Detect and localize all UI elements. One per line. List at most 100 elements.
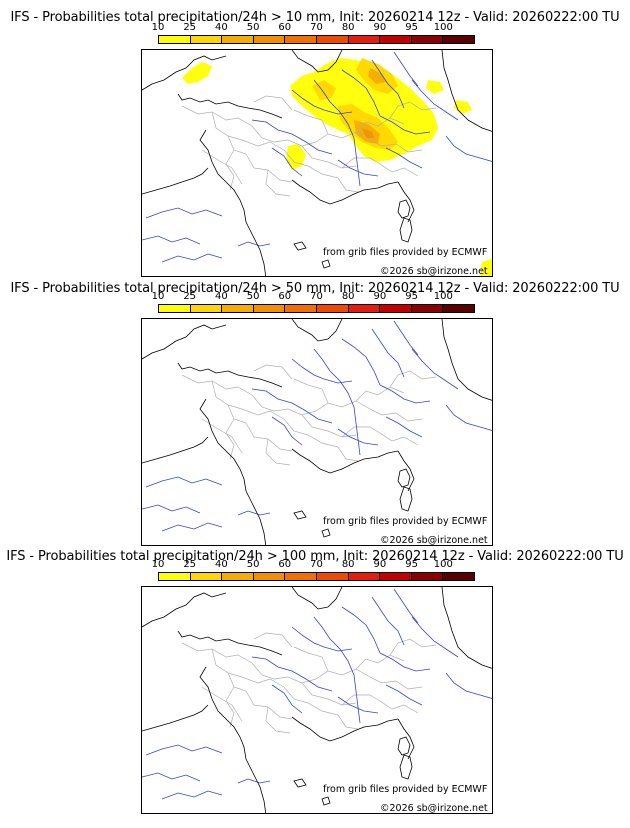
- coastline: [142, 167, 209, 195]
- admin-border: [251, 394, 317, 416]
- precip-probability-area: [286, 144, 306, 170]
- coastline: [397, 199, 411, 219]
- coastline: [291, 448, 399, 474]
- coastline: [291, 50, 343, 73]
- admin-border: [227, 672, 285, 688]
- colorbar-tick-label: 90: [373, 22, 387, 33]
- coastline: [291, 587, 343, 610]
- river-line: [271, 416, 303, 446]
- river-line: [337, 428, 379, 446]
- coastline: [441, 50, 492, 132]
- admin-border: [293, 378, 329, 404]
- admin-border: [369, 676, 423, 690]
- colorbar-segment: [443, 36, 474, 43]
- river-line: [411, 79, 459, 121]
- admin-border: [341, 694, 381, 706]
- colorbar-tick-label: 80: [341, 291, 355, 302]
- colorbar-segment: [253, 305, 286, 312]
- admin-border: [201, 686, 243, 722]
- admin-border: [341, 157, 381, 169]
- colorbar-segment: [316, 573, 349, 580]
- coastline: [142, 55, 227, 91]
- river-line: [337, 159, 379, 177]
- admin-border: [337, 446, 359, 462]
- river-line: [145, 744, 223, 756]
- river-line: [411, 616, 459, 658]
- coastline: [177, 630, 283, 656]
- admin-border: [227, 404, 285, 420]
- colorbar-segment: [253, 36, 286, 43]
- admin-border: [389, 101, 437, 119]
- admin-border: [181, 374, 253, 396]
- colorbar-tick-label: 50: [246, 291, 260, 302]
- admin-border: [355, 386, 405, 402]
- admin-border: [283, 418, 339, 448]
- river-line: [291, 89, 353, 115]
- colorbar-segment: [285, 573, 317, 580]
- admin-border: [253, 95, 293, 111]
- river-line: [341, 338, 431, 404]
- coastline: [397, 181, 415, 223]
- admin-border: [293, 646, 329, 672]
- coastline: [142, 592, 227, 628]
- admin-border: [251, 125, 317, 147]
- map-50mm: from grib files provided by ECMWF ©2026 …: [141, 318, 493, 546]
- coastline: [321, 796, 331, 806]
- admin-border: [379, 432, 419, 446]
- river-line: [341, 606, 431, 672]
- admin-border: [225, 418, 235, 460]
- river-line: [385, 147, 423, 169]
- river-line: [371, 596, 405, 646]
- colorbar-tick-label: 90: [373, 559, 387, 570]
- river-line: [393, 320, 419, 356]
- colorbar-segment: [222, 573, 254, 580]
- precip-probability-area: [368, 68, 386, 84]
- river-line: [271, 684, 303, 714]
- river-line: [313, 616, 361, 724]
- admin-border: [211, 648, 247, 692]
- credit-source: from grib files provided by ECMWF: [323, 247, 488, 258]
- colorbar-100mm: [158, 572, 475, 581]
- river-line: [445, 135, 492, 162]
- admin-border: [337, 714, 359, 730]
- coastline: [321, 259, 331, 269]
- coastline: [397, 450, 415, 492]
- river-line: [445, 672, 492, 699]
- admin-border: [293, 109, 329, 135]
- map-100mm: from grib files provided by ECMWF ©2026 …: [141, 586, 493, 814]
- colorbar-tick-label: 10: [151, 291, 165, 302]
- coastline: [142, 436, 209, 464]
- river-line: [251, 388, 333, 424]
- river-line: [271, 147, 303, 177]
- coastline: [441, 319, 492, 401]
- colorbar-tick-label: 95: [405, 291, 418, 302]
- colorbar-tick-label: 95: [405, 22, 418, 33]
- colorbar-segment: [159, 573, 191, 580]
- precip-probability-area: [426, 80, 444, 94]
- admin-border: [181, 105, 253, 127]
- river-line: [313, 79, 361, 187]
- admin-border: [301, 414, 357, 438]
- river-line: [142, 504, 201, 514]
- admin-border: [315, 668, 371, 680]
- admin-border: [251, 662, 317, 684]
- colorbar-tick-label: 25: [183, 22, 197, 33]
- coastline: [199, 129, 267, 276]
- river-line: [161, 522, 223, 532]
- colorbar-tick-label: 50: [246, 559, 260, 570]
- coastline: [397, 468, 411, 488]
- river-line: [337, 696, 379, 714]
- admin-border: [181, 642, 253, 664]
- colorbar-segment: [222, 305, 254, 312]
- coastline: [142, 704, 209, 732]
- admin-border: [225, 686, 235, 728]
- river-line: [237, 778, 271, 784]
- colorbar-segment: [159, 305, 191, 312]
- admin-border: [265, 438, 291, 466]
- coastline: [177, 93, 283, 119]
- coastline: [397, 736, 411, 756]
- admin-border: [369, 139, 423, 153]
- colorbar-segment: [380, 36, 412, 43]
- colorbar-segment: [443, 573, 474, 580]
- river-line: [161, 790, 223, 800]
